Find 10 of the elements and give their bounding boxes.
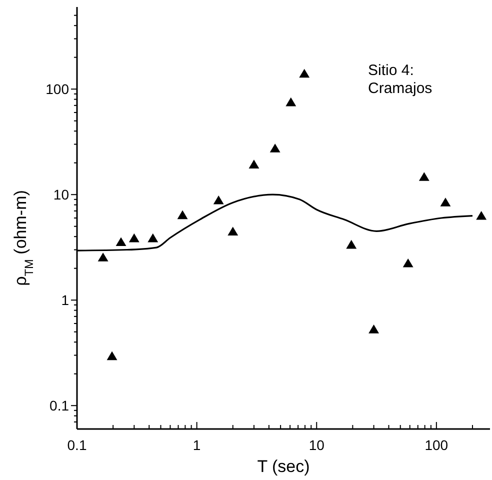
annotation: Sitio 4: Cramajos [368, 62, 432, 97]
y-tick-label: 100 [46, 80, 70, 97]
x-tick-label: 0.1 [67, 437, 87, 453]
y-tick-label: 10 [53, 186, 70, 202]
x-tick-label: 1 [192, 437, 201, 453]
x-axis-title: T (sec) [257, 457, 310, 476]
x-tick-label: 100 [424, 437, 448, 453]
y-tick-label: 1 [61, 292, 70, 308]
x-tick-label: 10 [308, 437, 325, 453]
y-tick-label: 0.1 [50, 397, 70, 414]
